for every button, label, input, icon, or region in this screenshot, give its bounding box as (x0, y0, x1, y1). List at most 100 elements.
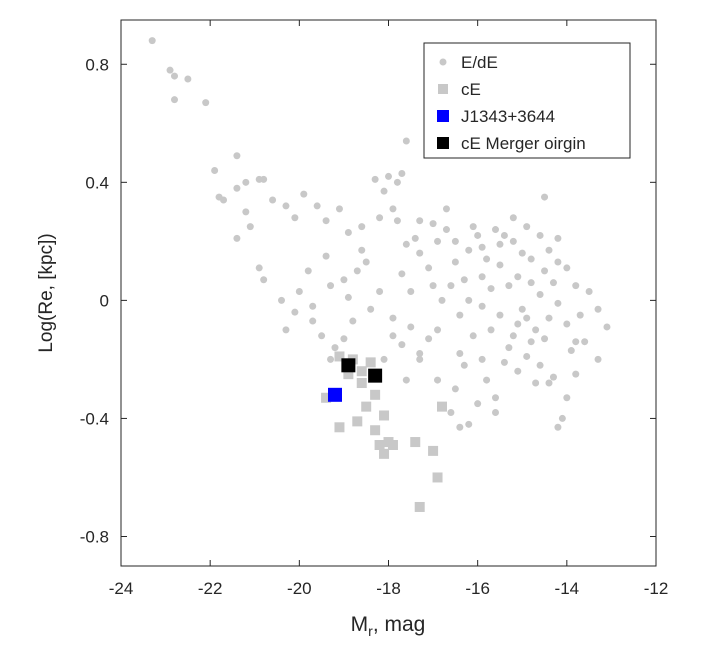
ede-point (429, 220, 437, 228)
ede-point (505, 282, 513, 290)
ede-point (549, 279, 557, 287)
legend-marker-j1343 (437, 110, 449, 122)
ede-point (527, 338, 535, 346)
ede-point (549, 373, 557, 381)
ede-point (416, 350, 424, 358)
ede-point (478, 355, 486, 363)
ede-point (340, 335, 348, 343)
ede-point (487, 326, 495, 334)
legend-label-merger: cE Merger oirgin (461, 134, 586, 153)
legend: E/dE cE J1343+3644 cE Merger oirgin (423, 42, 631, 159)
ede-point (496, 261, 504, 269)
ede-point (469, 332, 477, 340)
ede-point (500, 358, 508, 366)
ede-point (407, 323, 415, 331)
ticks-layer: -24 -22 -20 -18 -16 -14 -12 0.8 0.4 0 -0.4 -0.8 (80, 20, 669, 598)
y-axis-label: Log(Re, [kpc]) (36, 233, 57, 352)
legend-label-ede: E/dE (461, 53, 498, 72)
ede-point (166, 66, 174, 74)
ede-point (514, 367, 522, 375)
ede-point (545, 314, 553, 322)
ede-point (371, 175, 379, 183)
legend-marker-ce (438, 84, 448, 94)
ce-point (321, 392, 332, 403)
ede-point (211, 167, 219, 175)
ede-point (527, 255, 535, 263)
ede-point (278, 296, 285, 304)
ede-point (514, 273, 522, 281)
ede-point (349, 317, 357, 325)
ce-point (379, 410, 390, 421)
ede-point (492, 409, 499, 417)
ede-point (478, 243, 486, 251)
ede-point (344, 228, 352, 236)
x-tick-label: -24 (109, 579, 134, 598)
ede-point (554, 234, 562, 242)
ede-point (447, 409, 455, 417)
ede-point (474, 231, 482, 239)
legend-label-j1343: J1343+3644 (461, 107, 555, 126)
x-tick-label: -20 (287, 579, 312, 598)
ede-point (402, 376, 410, 384)
ce-point (428, 445, 439, 456)
x-tick-label: -12 (644, 579, 669, 598)
y-tick-label: 0.4 (85, 173, 109, 192)
ede-point (327, 355, 335, 363)
ede-point (260, 175, 268, 183)
ede-point (594, 305, 602, 313)
ede-point (496, 311, 504, 319)
ede-point (558, 414, 566, 422)
ede-point (518, 249, 526, 257)
ede-point (233, 152, 241, 160)
ede-point (541, 193, 549, 201)
y-tick-label: 0.8 (85, 55, 109, 74)
ede-point (523, 223, 531, 231)
ede-point (242, 178, 250, 186)
ede-point (389, 332, 397, 340)
ede-point (260, 276, 268, 284)
ede-point (483, 376, 491, 384)
ede-point (425, 335, 433, 343)
y-tick-label: -0.8 (80, 527, 109, 546)
x-tick-label: -14 (555, 579, 580, 598)
ede-point (567, 347, 575, 355)
ede-point (563, 394, 571, 402)
ede-point (532, 326, 540, 334)
ede-point (255, 264, 263, 272)
legend-box (423, 42, 631, 159)
ede-point (532, 379, 540, 387)
ede-point (603, 323, 611, 331)
ede-point (353, 267, 361, 275)
legend-marker-ede (439, 58, 447, 66)
ede-point (202, 99, 210, 107)
ede-point (554, 258, 562, 266)
ede-point (398, 270, 406, 278)
ede-point (358, 223, 366, 231)
x-axis-label: Mr, mag (351, 613, 426, 639)
ede-point (309, 302, 317, 310)
ce-point (356, 366, 367, 377)
ede-point (220, 196, 228, 204)
ede-point (407, 288, 415, 296)
ede-point (594, 355, 602, 363)
ede-point (300, 190, 308, 198)
x-tick-label: -16 (465, 579, 490, 598)
ede-point (492, 226, 499, 234)
ede-point (318, 332, 326, 340)
ede-point (541, 335, 549, 343)
ede-point (402, 240, 410, 248)
ede-point (367, 305, 375, 313)
ede-point (509, 332, 517, 340)
ede-point (563, 320, 571, 328)
ede-point (393, 178, 401, 186)
ede-point (434, 237, 442, 245)
ce-point (432, 472, 443, 483)
ede-point (465, 296, 473, 304)
ede-point (380, 355, 388, 363)
ede-point (451, 385, 459, 393)
ede-point (554, 299, 562, 307)
ede-point (402, 137, 410, 145)
x-axis-label-rest: , mag (373, 613, 426, 636)
ede-point (331, 344, 339, 352)
ede-point (469, 223, 477, 231)
